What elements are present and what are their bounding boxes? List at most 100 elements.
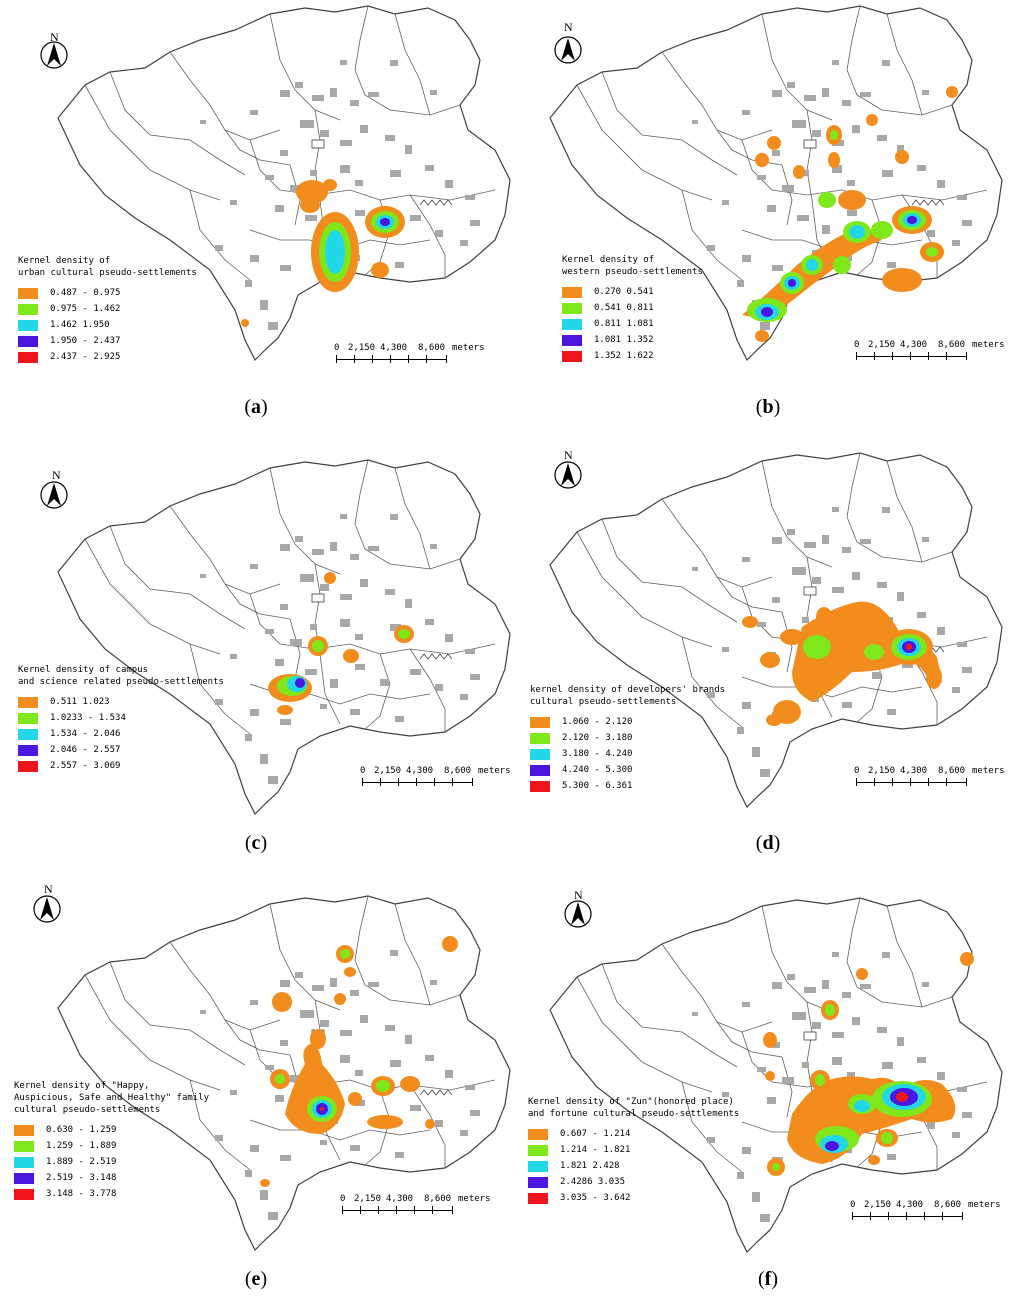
caption-f: (f) [757,1268,778,1290]
scale-tick [962,1212,963,1220]
scale-tick [928,352,929,360]
legend-swatch [530,780,550,792]
legend-title-line: urban cultural pseudo-settlements [18,268,197,278]
map-c [40,459,511,815]
scale-label: 0 [854,340,860,350]
legend-row: 2.4286 3.035 [528,1174,739,1190]
scale-label: 2,150 [348,343,376,353]
scale-tick [378,1206,379,1214]
legend-row: 1.081 1.352 [562,332,703,348]
scale-tick [856,778,857,786]
legend-row: 1.462 1.950 [18,317,197,333]
map-f [549,897,1003,1253]
scale-tick [398,778,399,786]
scale-line [362,782,472,783]
legend-row: 0.630 - 1.259 [14,1122,209,1138]
legend-swatch [530,716,550,728]
scale-tick [380,778,381,786]
legend-row: 3.148 - 3.778 [14,1186,209,1202]
north-arrow-icon [40,41,68,69]
legend-row: 0.487 - 0.975 [18,285,197,301]
scale-tick [336,355,337,363]
legend-title: Kernel density of "Happy, Auspicious, Saf… [14,1080,209,1116]
north-arrow-icon [564,900,592,928]
scale-label: 0 [854,766,860,776]
scale-label: 2,150 [864,1200,892,1210]
legend-title-line: Kernel density of [562,255,655,265]
scale-label: 2,150 [868,340,896,350]
scale-label: 2,150 [374,766,402,776]
caption-d: (d) [755,832,781,854]
legend-row: 2.557 - 3.069 [18,758,224,774]
legend-label: 1.462 1.950 [50,319,110,330]
hotspots-d [742,601,942,726]
legend-label: 1.950 - 2.437 [50,335,121,346]
scale-tick [906,1212,907,1220]
legend-swatch [562,350,582,362]
legend-label: 1.060 - 2.120 [562,716,633,727]
scale-tick [342,1206,343,1214]
legend-swatch [528,1144,548,1156]
scale-tick [888,1212,889,1220]
legend-row: 2.437 - 2.925 [18,349,197,365]
legend-label: 1.821 2.428 [560,1160,620,1171]
scale-label: 4,300 [406,766,434,776]
legend-title-line: Kernel density of "Happy, [14,1081,150,1091]
legend-label: 4.240 - 5.300 [562,764,633,775]
legend-row: 1.0233 - 1.534 [18,710,224,726]
legend-row: 1.534 - 2.046 [18,726,224,742]
legend-swatch [18,760,38,772]
scale-tick [426,355,427,363]
panel-b: N Kernel density of western pseudo-settle… [512,0,1024,432]
legend-d: kernel density of developers' brands cult… [530,684,725,794]
scale-label: 8,600 [938,766,966,776]
legend-label: 2.519 - 3.148 [46,1172,117,1183]
scale-line [856,356,966,357]
scale-tick [416,778,417,786]
scale-tick [452,778,453,786]
legend-swatch [18,696,38,708]
scale-label: 4,300 [900,766,928,776]
legend-swatch [18,335,38,347]
legend-title-line: and fortune cultural pseudo-settlements [528,1109,740,1119]
map-e [33,895,511,1251]
scale-tick [414,1206,415,1214]
legend-row: 2.046 - 2.557 [18,742,224,758]
scale-label: meters [452,343,485,353]
legend-swatch [528,1176,548,1188]
legend-title-line: Auspicious, Safe and Healthy" family [14,1093,210,1103]
scale-label: 2,150 [354,1194,382,1204]
legend-label: 1.534 - 2.046 [50,728,121,739]
scale-label: 8,600 [424,1194,452,1204]
legend-title: Kernel density of western pseudo-settleme… [562,254,703,278]
scale-tick [874,352,875,360]
panel-e: N Kernel density of "Happy, Auspicious, S… [0,864,512,1296]
legend-a: Kernel density of urban cultural pseudo-s… [18,255,197,365]
legend-row: 1.259 - 1.889 [14,1138,209,1154]
scale-label: 0 [850,1200,856,1210]
legend-swatch [14,1172,34,1184]
legend-row: 1.950 - 2.437 [18,333,197,349]
scale-label: meters [968,1200,1001,1210]
scale-tick [362,778,363,786]
legend-row: 1.889 - 2.519 [14,1154,209,1170]
legend-row: 0.811 1.081 [562,316,703,332]
scale-line [856,782,966,783]
legend-title-line: western pseudo-settlements [562,267,703,277]
legend-row: 0.511 1.023 [18,694,224,710]
legend-label: 2.437 - 2.925 [50,351,121,362]
north-label: N [574,888,583,902]
legend-label: 2.046 - 2.557 [50,744,121,755]
legend-swatch [562,286,582,298]
legend-title-line: cultural pseudo-settlements [14,1105,161,1115]
scale-label: 4,300 [380,343,408,353]
scale-tick [396,1206,397,1214]
scale-label: 8,600 [418,343,446,353]
caption-b: (b) [755,396,781,418]
legend-swatch [530,732,550,744]
scale-tick [910,778,911,786]
north-arrow-icon [554,36,582,64]
legend-row: 1.352 1.622 [562,348,703,364]
legend-row: 1.060 - 2.120 [530,714,725,730]
legend-label: 1.081 1.352 [594,334,654,345]
